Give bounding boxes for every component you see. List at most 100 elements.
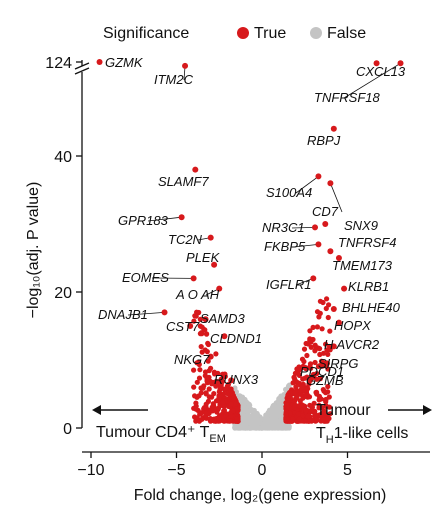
legend-true-swatch (237, 27, 249, 39)
data-point (234, 417, 239, 422)
data-point (191, 385, 196, 390)
data-point (197, 376, 202, 381)
data-point (303, 393, 308, 398)
data-point (227, 418, 232, 423)
left-annotation-sub: EM (209, 433, 226, 445)
data-point (297, 417, 302, 422)
data-point (326, 315, 331, 320)
gene-label: GZMK (105, 55, 144, 70)
data-point (271, 403, 276, 408)
gene-label: SLAMF7 (158, 174, 209, 189)
gene-label: TNFRSF4 (338, 235, 397, 250)
data-point (199, 390, 204, 395)
labeled-point (322, 221, 328, 227)
gene-label: PLEK (186, 250, 221, 265)
data-point (202, 405, 207, 410)
x-tick-label: 0 (258, 462, 267, 479)
data-point (315, 309, 320, 314)
data-point (278, 400, 283, 405)
data-point (276, 406, 281, 411)
labeled-point (315, 241, 321, 247)
data-point (191, 368, 196, 373)
gene-label: FKBP5 (264, 239, 306, 254)
data-point (325, 389, 330, 394)
data-point (306, 341, 311, 346)
data-point (285, 404, 290, 409)
gene-label: CST7 (166, 319, 200, 334)
labeled-point (327, 180, 333, 186)
labeled-point (97, 59, 103, 65)
gene-label: KLRB1 (348, 279, 389, 294)
data-point (293, 403, 298, 408)
data-point (247, 409, 252, 414)
data-point (277, 424, 282, 429)
data-point (237, 393, 242, 398)
x-axis-title: Fold change, log₂(gene expression) (134, 487, 387, 504)
data-point (286, 394, 291, 399)
labeled-point (331, 126, 337, 132)
data-point (231, 395, 236, 400)
data-point (294, 366, 299, 371)
data-point (307, 328, 312, 333)
gene-label: ITM2C (154, 72, 194, 87)
right-annotation-line2: TH1-like cells (316, 425, 408, 446)
data-point (193, 401, 198, 406)
labeled-point (162, 309, 168, 315)
data-point (293, 384, 298, 389)
right-annotation-line1: Tumour (316, 402, 371, 419)
data-point (266, 424, 271, 429)
data-point (324, 296, 329, 301)
data-point (216, 406, 221, 411)
data-point (208, 416, 213, 421)
gene-label: GZMB (306, 373, 344, 388)
data-point (229, 402, 234, 407)
data-point (201, 386, 206, 391)
gene-label: H AVCR2 (324, 337, 380, 352)
data-point (203, 411, 208, 416)
legend: Significance True False (103, 25, 366, 42)
data-point (211, 391, 216, 396)
data-point (213, 351, 218, 356)
gene-label: GPR183 (118, 213, 169, 228)
data-point (273, 414, 278, 419)
data-point (292, 375, 297, 380)
data-point (309, 408, 314, 413)
labeled-point (315, 173, 321, 179)
data-point (278, 411, 283, 416)
labeled-point (208, 235, 214, 241)
data-point (306, 414, 311, 419)
data-point (248, 425, 253, 430)
data-point (307, 419, 312, 424)
labeled-point (182, 63, 188, 69)
right-arrow-head (423, 405, 432, 415)
data-point (216, 416, 221, 421)
labeled-point (327, 248, 333, 254)
labeled-point (331, 306, 337, 312)
y-axis-title: −log₁₀(adj. P value) (25, 182, 42, 319)
data-point (203, 369, 208, 374)
gene-label: NR3C1 (262, 220, 305, 235)
data-point (253, 416, 258, 421)
gene-label: TC2N (168, 232, 203, 247)
data-point (199, 330, 204, 335)
axes (75, 60, 430, 452)
gene-label: BHLHE40 (342, 300, 401, 315)
labeled-point (191, 275, 197, 281)
data-point (280, 394, 285, 399)
data-point (198, 411, 203, 416)
data-point (220, 400, 225, 405)
gene-label: TMEM173 (332, 258, 393, 273)
gene-label: RBPJ (307, 133, 341, 148)
gene-label: TNFRSF18 (314, 90, 381, 105)
data-point (208, 407, 213, 412)
gene-label: CXCL13 (356, 64, 406, 79)
gene-label: RUNX3 (214, 372, 259, 387)
gene-label: IGFLR1 (266, 277, 312, 292)
y-tick-label: 20 (54, 285, 72, 302)
legend-title: Significance (103, 25, 189, 42)
left-arrow-head (92, 405, 101, 415)
data-point (244, 400, 249, 405)
